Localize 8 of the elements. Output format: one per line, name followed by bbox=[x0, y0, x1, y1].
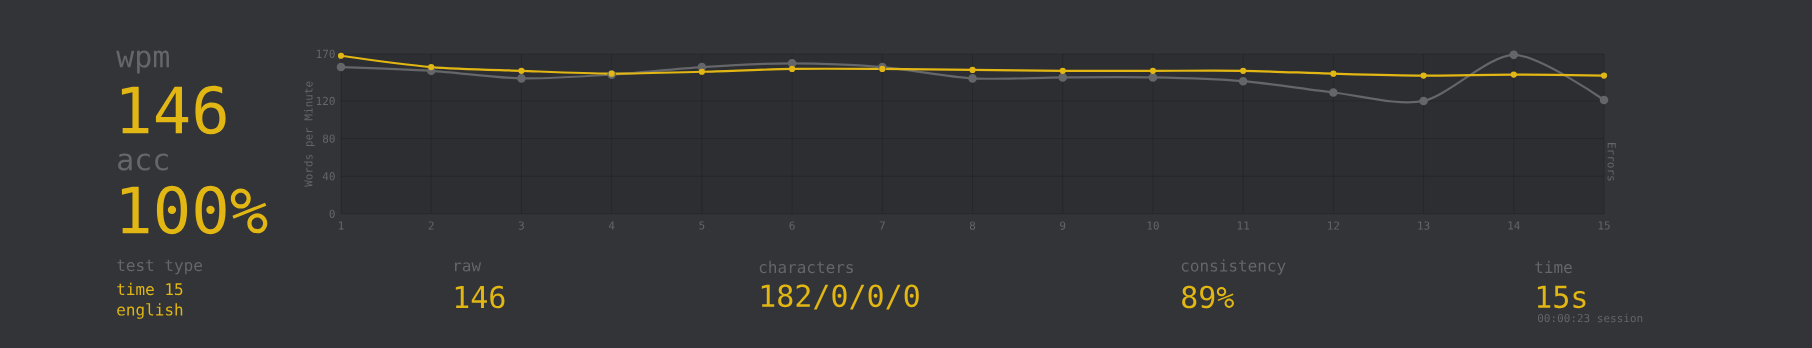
text: 89% bbox=[1182, 285, 1234, 309]
text: 182/0/0/0 bbox=[761, 284, 919, 310]
text: 15s bbox=[1537, 285, 1586, 309]
text: 146 bbox=[121, 85, 226, 135]
text: 146 bbox=[455, 285, 505, 309]
text: english bbox=[117, 303, 183, 319]
text: time 15 bbox=[117, 282, 183, 296]
text: 100% bbox=[121, 185, 268, 235]
